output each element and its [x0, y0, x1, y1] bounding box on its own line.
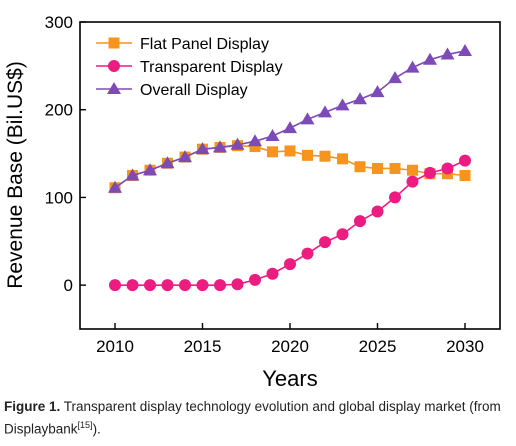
legend-item: Transparent Display: [96, 59, 283, 76]
data-point: [407, 164, 418, 176]
legend-marker: [108, 37, 120, 49]
data-point: [143, 163, 157, 176]
series-transparent-display: [109, 154, 471, 292]
data-point: [214, 279, 226, 292]
data-point: [231, 278, 244, 291]
data-point: [336, 228, 349, 241]
data-point: [388, 71, 402, 84]
y-tick-label: 200: [45, 101, 73, 120]
data-point: [265, 129, 280, 142]
legend-marker: [108, 60, 120, 72]
data-point: [179, 279, 191, 292]
data-point: [406, 175, 419, 188]
data-point: [196, 279, 209, 292]
data-point: [109, 279, 121, 292]
data-point: [389, 162, 401, 174]
legend-label: Transparent Display: [140, 59, 283, 76]
data-point: [335, 98, 350, 111]
data-point: [125, 168, 140, 181]
data-point: [353, 92, 367, 105]
data-point: [249, 273, 261, 286]
data-point: [267, 146, 278, 158]
data-point: [284, 145, 296, 157]
x-axis-label: Years: [262, 366, 317, 391]
ticks-layer: 2010 2015 2020 2025 2030 0 100 200 300: [45, 13, 484, 356]
y-tick-label: 100: [45, 188, 73, 207]
data-point: [459, 170, 471, 181]
data-point: [144, 279, 156, 292]
caption-end: ).: [92, 421, 101, 437]
data-point: [195, 142, 210, 155]
data-point: [301, 247, 314, 260]
data-point: [160, 156, 175, 169]
data-point: [318, 105, 332, 118]
series-overall-display: [108, 43, 472, 193]
series-layer: [108, 43, 472, 292]
data-point: [405, 60, 420, 73]
data-point: [354, 161, 366, 173]
data-point: [371, 205, 384, 218]
data-point: [283, 121, 297, 134]
data-point: [230, 137, 245, 150]
data-point: [440, 47, 455, 60]
data-point: [300, 112, 315, 125]
data-point: [178, 150, 192, 163]
data-point: [161, 279, 174, 292]
data-point: [424, 166, 436, 179]
data-point: [302, 149, 313, 161]
x-tick-label: 2020: [271, 337, 309, 356]
legend-label: Flat Panel Display: [140, 36, 269, 53]
legend-label: Overall Display: [140, 82, 248, 99]
chart: 2010 2015 2020 2025 2030 0 100 200 300 Flat Pane…: [4, 13, 501, 391]
caption-label: Figure 1.: [4, 399, 61, 414]
figure-caption: Figure 1. Transparent display technology…: [4, 397, 512, 439]
x-tick-label: 2025: [359, 337, 397, 356]
data-point: [213, 140, 227, 153]
legend-marker: [107, 82, 121, 94]
data-point: [337, 153, 348, 165]
data-point: [248, 134, 262, 147]
caption-text: Transparent display technology evolution…: [4, 399, 501, 437]
legend: Flat Panel Display Transparent Display Ove…: [96, 36, 283, 99]
data-point: [108, 180, 122, 193]
data-point: [126, 279, 139, 292]
data-point: [389, 191, 401, 204]
data-point: [423, 52, 437, 65]
legend-item: Flat Panel Display: [96, 36, 269, 53]
data-point: [458, 43, 472, 56]
caption-ref: [15]: [77, 420, 93, 430]
data-point: [284, 258, 296, 271]
data-point: [372, 162, 383, 174]
x-tick-label: 2015: [184, 337, 222, 356]
x-tick-label: 2030: [446, 337, 484, 356]
x-tick-label: 2010: [96, 337, 134, 356]
y-tick-label: 300: [45, 13, 73, 32]
data-point: [441, 162, 454, 175]
data-point: [370, 85, 385, 98]
data-point: [459, 154, 471, 167]
data-point: [249, 141, 261, 153]
y-axis-label: Revenue Base (Bil.US$): [4, 61, 27, 289]
data-point: [319, 236, 331, 249]
data-point: [319, 150, 331, 162]
y-tick-label: 0: [64, 276, 73, 295]
legend-item: Overall Display: [96, 82, 248, 99]
data-point: [354, 215, 366, 228]
data-point: [266, 267, 279, 280]
